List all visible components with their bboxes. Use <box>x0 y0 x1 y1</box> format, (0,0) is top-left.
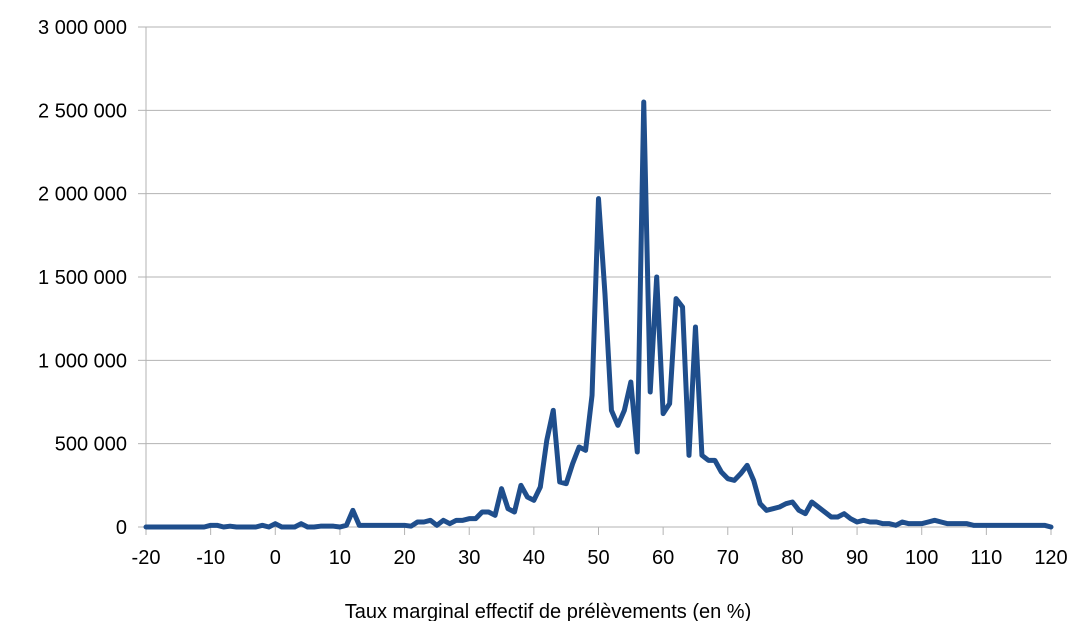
series-line <box>143 99 1054 530</box>
x-axis-tick-labels: -20 -10 0 10 20 30 40 50 60 70 80 90 100 110 120 <box>132 547 1068 569</box>
x-tick-label: 40 <box>523 547 545 569</box>
y-tick-label: 2 000 000 <box>38 184 127 206</box>
x-tick-label: 0 <box>270 547 281 569</box>
series-layer <box>143 99 1054 530</box>
x-axis-title: Taux marginal effectif de prélèvements (… <box>345 601 752 621</box>
x-tick-label: -20 <box>132 547 161 569</box>
x-tick-label: 120 <box>1034 547 1067 569</box>
x-tick-label: 90 <box>846 547 868 569</box>
x-tick-label: 110 <box>970 547 1002 569</box>
y-tick-label: 1 500 000 <box>38 267 127 289</box>
x-tick-label: 10 <box>329 547 351 569</box>
x-tick-label: 30 <box>458 547 480 569</box>
x-tick-label: 60 <box>652 547 674 569</box>
x-tick-label: 20 <box>393 547 415 569</box>
x-tick-label: 100 <box>905 547 938 569</box>
y-tick-label: 500 000 <box>55 434 127 456</box>
x-tick-label: 50 <box>587 547 609 569</box>
y-tick-label: 1 000 000 <box>38 350 127 372</box>
y-tick-label: 2 500 000 <box>38 100 127 122</box>
gridlines <box>146 26 1051 445</box>
x-tick-label: 80 <box>781 547 803 569</box>
x-tick-label: -10 <box>196 547 225 569</box>
x-tick-label: 70 <box>717 547 739 569</box>
y-tick-label: 0 <box>116 517 127 539</box>
y-axis-tick-labels: 0 500 000 1 000 000 1 500 000 2 000 000 2 500… <box>38 17 127 539</box>
y-tick-label: 3 000 000 <box>38 17 127 39</box>
